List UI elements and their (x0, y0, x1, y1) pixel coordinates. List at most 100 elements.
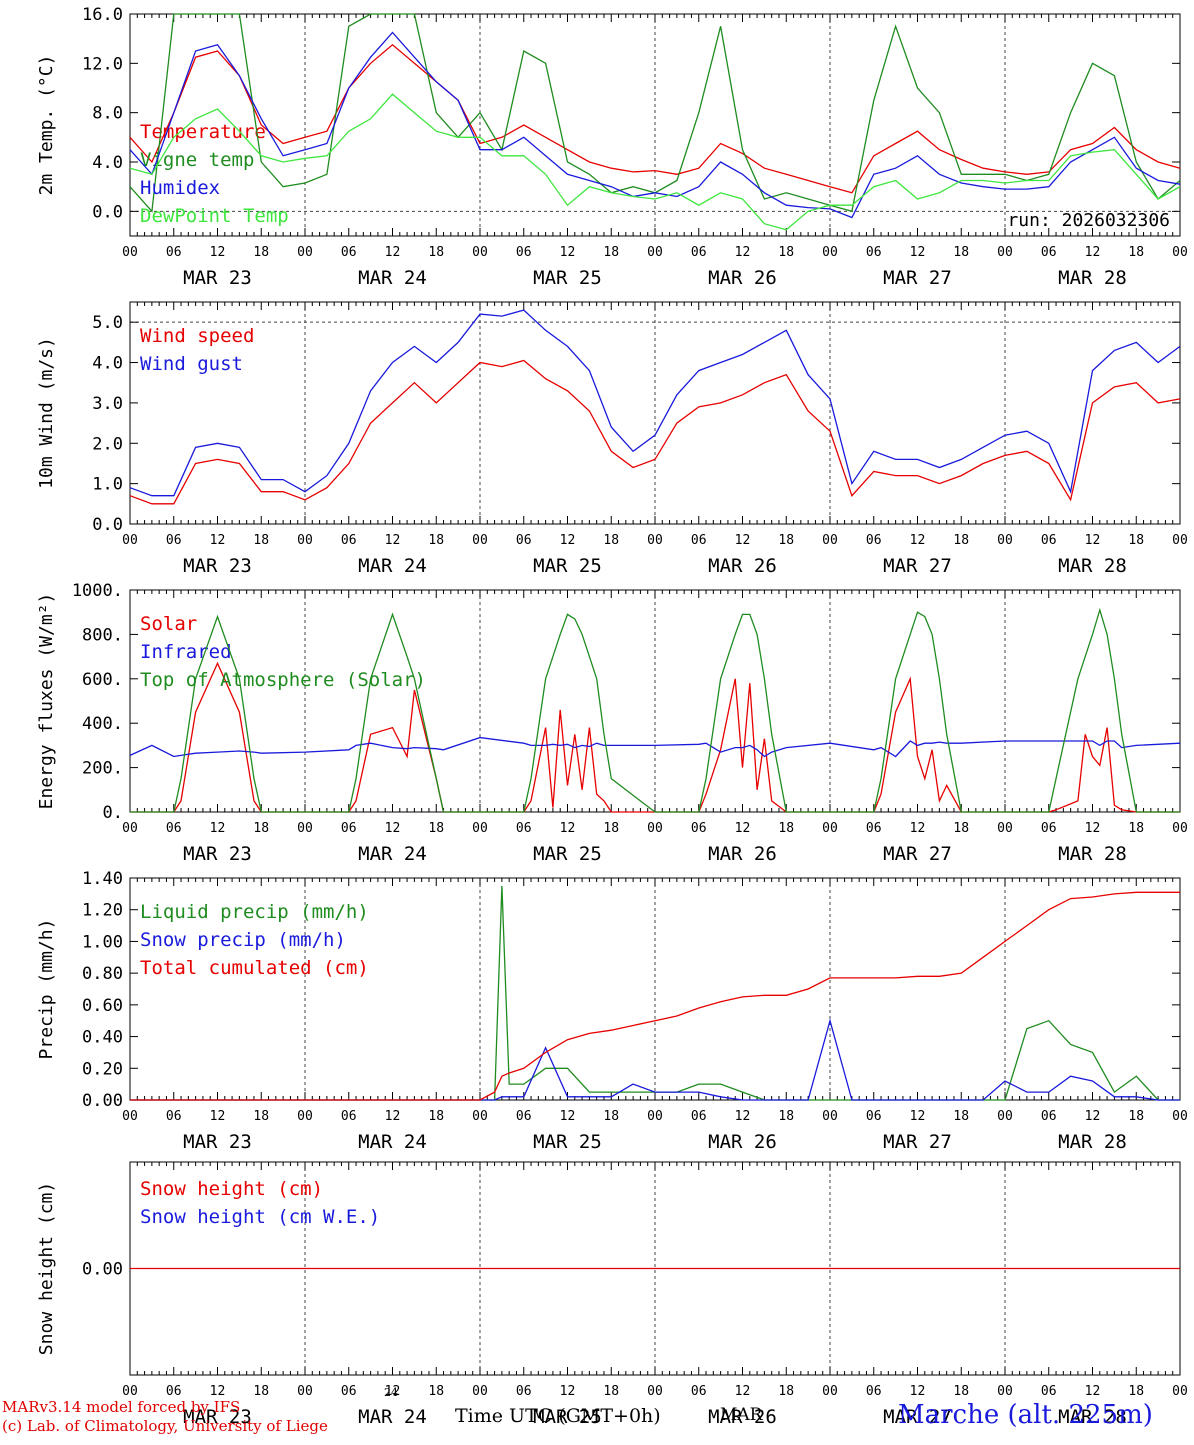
energy-legend-0: Solar (140, 613, 197, 635)
snow-x-tick-label: 18 (953, 1384, 969, 1399)
wind-x-tick-label: 18 (428, 533, 444, 548)
energy-x-tick-label: 12 (560, 821, 576, 836)
wind-y-tick-label: 0.0 (92, 515, 123, 535)
temp-day-label: MAR 28 (1058, 267, 1127, 289)
wind-day-label: MAR 25 (533, 555, 602, 577)
energy-y-tick-label: 400. (82, 714, 123, 734)
temp-x-tick-label: 18 (253, 245, 269, 260)
temp-x-tick-label: 18 (603, 245, 619, 260)
temp-day-label: MAR 23 (183, 267, 252, 289)
energy-x-tick-label: 18 (953, 821, 969, 836)
snow-x-tick-label: 06 (1041, 1384, 1057, 1399)
precip-day-label: MAR 28 (1058, 1131, 1127, 1153)
wind-x-tick-label: 00 (1172, 533, 1188, 548)
energy-x-tick-label: 06 (866, 821, 882, 836)
snow-x-tick-label: 06 (691, 1384, 707, 1399)
precip-day-label: MAR 26 (708, 1131, 777, 1153)
temp-x-tick-label: 18 (1128, 245, 1144, 260)
energy-series-1-line (129, 736, 1181, 758)
snow-x-tick-label: 12 (910, 1384, 926, 1399)
station-label: Marche (alt. 225m) (898, 1400, 1153, 1430)
wind-y-tick-label: 4.0 (92, 354, 123, 374)
precip-x-tick-label: 00 (822, 1109, 838, 1124)
wind-day-label: MAR 28 (1058, 555, 1127, 577)
energy-y-axis-label: Energy fluxes (W/m²) (36, 593, 57, 810)
temp-legend-2: Humidex (140, 177, 220, 199)
temp-y-tick-label: 16.0 (82, 5, 123, 25)
precip-x-tick-label: 12 (910, 1109, 926, 1124)
wind-x-tick-label: 06 (341, 533, 357, 548)
snow-x-tick-label: 00 (297, 1384, 313, 1399)
wind-x-tick-label: 18 (603, 533, 619, 548)
wind-y-tick-label: 1.0 (92, 475, 123, 495)
temp-x-tick-label: 00 (997, 245, 1013, 260)
temp-day-label: MAR 26 (708, 267, 777, 289)
snow-x-tick-label: 18 (253, 1384, 269, 1399)
temp-x-tick-label: 12 (560, 245, 576, 260)
wind-x-tick-label: 18 (1128, 533, 1144, 548)
energy-x-tick-label: 12 (1085, 821, 1101, 836)
energy-y-tick-label: 0. (103, 803, 123, 823)
temp-x-tick-label: 18 (428, 245, 444, 260)
precip-x-tick-label: 18 (428, 1109, 444, 1124)
wind-x-tick-label: 06 (516, 533, 532, 548)
energy-x-tick-label: 12 (385, 821, 401, 836)
temp-y-tick-label: 4.0 (92, 153, 123, 173)
precip-x-tick-label: 00 (647, 1109, 663, 1124)
precip-legend-1: Snow precip (mm/h) (140, 929, 346, 951)
precip-x-tick-label: 06 (516, 1109, 532, 1124)
wind-x-tick-label: 06 (1041, 533, 1057, 548)
wind-day-label: MAR 23 (183, 555, 252, 577)
wind-x-tick-label: 00 (122, 533, 138, 548)
precip-x-tick-label: 18 (953, 1109, 969, 1124)
temp-x-tick-label: 00 (647, 245, 663, 260)
temp-y-axis-label: 2m Temp. (°C) (36, 55, 57, 196)
snow-x-tick-label: 00 (647, 1384, 663, 1399)
wind-series-1-line (129, 309, 1181, 497)
time-axis-title: Time UTC (GMT+0h) (455, 1405, 661, 1427)
snow-x-tick-label: 06 (166, 1384, 182, 1399)
snow-legend-1: Snow height (cm W.E.) (140, 1206, 380, 1228)
snow-x-tick-label: 00 (472, 1384, 488, 1399)
energy-x-tick-label: 12 (210, 821, 226, 836)
snow-x-tick-label: 00 (122, 1384, 138, 1399)
precip-day-label: MAR 23 (183, 1131, 252, 1153)
precip-x-tick-label: 12 (210, 1109, 226, 1124)
snow-y-axis-label: Snow height (cm) (36, 1182, 57, 1355)
temp-x-tick-label: 12 (735, 245, 751, 260)
energy-x-tick-label: 00 (122, 821, 138, 836)
precip-x-tick-label: 00 (122, 1109, 138, 1124)
precip-x-tick-label: 18 (1128, 1109, 1144, 1124)
temp-x-tick-label: 06 (691, 245, 707, 260)
energy-x-tick-label: 00 (472, 821, 488, 836)
temp-x-tick-label: 06 (866, 245, 882, 260)
snow-x-tick-label: 18 (603, 1384, 619, 1399)
snow-x-tick-label: 00 (822, 1384, 838, 1399)
precip-x-tick-label: 06 (341, 1109, 357, 1124)
energy-legend-1: Infrared (140, 641, 232, 663)
temp-y-tick-label: 8.0 (92, 104, 123, 124)
model-line: MARv3.14 model forced by IFS (2, 1398, 241, 1416)
energy-y-tick-label: 600. (82, 670, 123, 690)
footer-month: MAR (720, 1405, 763, 1425)
temp-x-tick-label: 00 (822, 245, 838, 260)
wind-x-tick-label: 00 (297, 533, 313, 548)
energy-x-tick-label: 00 (822, 821, 838, 836)
precip-y-axis-label: Precip (mm/h) (36, 919, 57, 1060)
wind-x-tick-label: 00 (997, 533, 1013, 548)
snow-x-tick-label: 12 (1085, 1384, 1101, 1399)
energy-x-tick-label: 18 (253, 821, 269, 836)
temp-x-tick-label: 06 (516, 245, 532, 260)
temp-day-label: MAR 25 (533, 267, 602, 289)
energy-x-tick-label: 06 (341, 821, 357, 836)
temp-y-tick-label: 12.0 (82, 54, 123, 74)
snow-day-label: MAR 23 (183, 1406, 252, 1428)
temp-x-tick-label: 06 (341, 245, 357, 260)
wind-day-label: MAR 26 (708, 555, 777, 577)
precip-x-tick-label: 18 (603, 1109, 619, 1124)
temp-x-tick-label: 00 (1172, 245, 1188, 260)
energy-day-label: MAR 25 (533, 843, 602, 865)
wind-y-axis-label: 10m Wind (m/s) (36, 337, 57, 489)
temp-x-tick-label: 00 (472, 245, 488, 260)
temp-series-3-line (129, 93, 1181, 231)
